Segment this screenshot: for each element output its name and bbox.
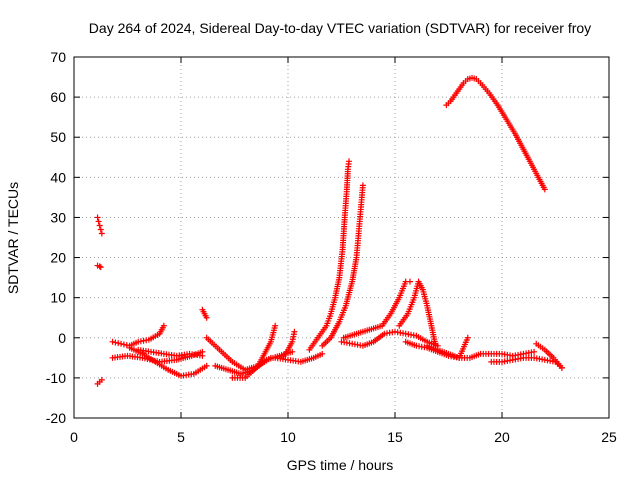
data-point (531, 348, 538, 355)
data-point (97, 226, 104, 233)
series-sat-10 (280, 328, 298, 359)
y-tick-label: 0 (58, 330, 66, 346)
series-sat-peak-14 (340, 278, 413, 341)
x-tick-label: 0 (70, 429, 78, 445)
x-tick-label: 10 (280, 429, 296, 445)
data-point (160, 322, 167, 329)
data-point (345, 158, 352, 165)
series-sat-4 (135, 346, 206, 359)
series-sat-8 (229, 322, 279, 381)
data-point (97, 264, 104, 271)
data-point (115, 340, 122, 347)
series-sat-arc-64 (443, 74, 548, 193)
series-sat-mid-low (338, 328, 441, 349)
y-tick-label: -20 (46, 410, 66, 426)
data-point (272, 322, 279, 329)
data-point (98, 230, 105, 237)
chart-title: Day 264 of 2024, Sidereal Day-to-day VTE… (89, 20, 591, 36)
data-point (96, 263, 103, 270)
plot-frame (73, 56, 610, 419)
series-sat-9 (272, 350, 326, 365)
data-point (109, 338, 116, 345)
y-tick-labels: -20 -10 0 10 20 30 40 50 60 70 (46, 49, 66, 426)
series-sat-early-low (94, 376, 105, 387)
series-sat-early-mid (94, 262, 104, 271)
y-tick-label: 70 (50, 49, 66, 65)
data-point (203, 314, 210, 321)
data-point (120, 341, 127, 348)
data-point (289, 348, 296, 355)
x-tick-labels: 0 5 10 15 20 25 (70, 429, 617, 445)
data-point (118, 340, 125, 347)
data-point (199, 352, 206, 359)
data-point (94, 214, 101, 221)
data-point (319, 350, 326, 357)
y-tick-label: 10 (50, 290, 66, 306)
series-sat-1 (109, 322, 167, 349)
data-point (112, 339, 119, 346)
data-point (203, 362, 210, 369)
data-point (291, 328, 298, 335)
series-sat-late-4 (533, 340, 565, 371)
series-sat-early-high (94, 214, 105, 237)
data-point (558, 364, 565, 371)
y-tick-label: -10 (46, 370, 66, 386)
data-point (359, 182, 366, 189)
series-sat-5 (199, 306, 210, 321)
series-sat-peak-15 (396, 278, 439, 349)
data-point (541, 186, 548, 193)
x-tick-label: 5 (177, 429, 185, 445)
data-point (98, 376, 105, 383)
data-points (94, 74, 565, 387)
series-sat-peak-43 (306, 158, 352, 353)
x-tick-label: 15 (387, 429, 403, 445)
y-tick-label: 30 (50, 209, 66, 225)
y-axis-label: SDTVAR / TECUs (5, 182, 21, 294)
y-tick-label: 50 (50, 129, 66, 145)
x-axis-label: GPS time / hours (287, 457, 394, 473)
y-tick-label: 40 (50, 169, 66, 185)
y-tick-label: 20 (50, 250, 66, 266)
data-point (464, 334, 471, 341)
y-tick-label: 60 (50, 89, 66, 105)
x-tick-label: 20 (494, 429, 510, 445)
x-tick-label: 25 (601, 429, 617, 445)
series-sat-peak-38 (319, 182, 366, 349)
data-point (95, 218, 102, 225)
data-point (96, 222, 103, 229)
data-point (406, 278, 413, 285)
